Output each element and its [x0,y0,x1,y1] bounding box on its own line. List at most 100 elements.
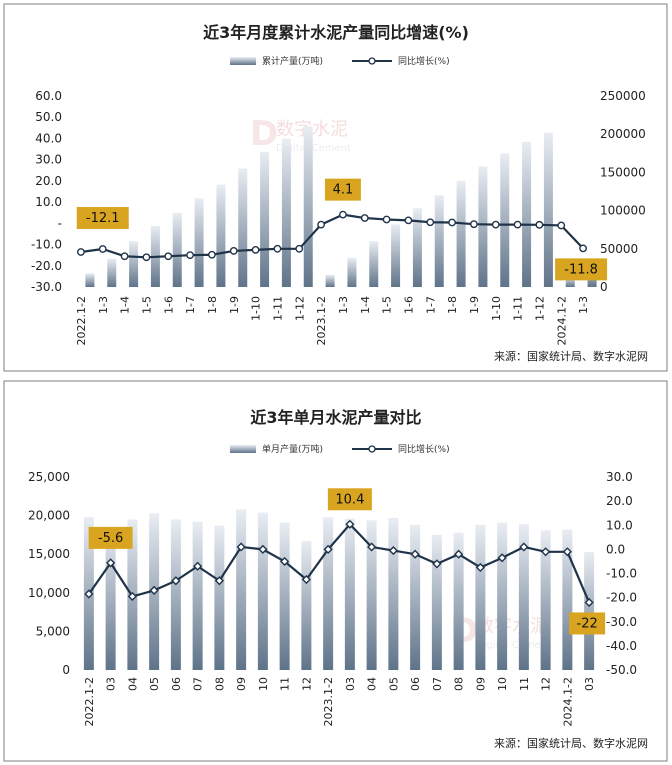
x-tick-label: 1-5 [140,296,153,314]
legend: 累计产量(万吨) 同比增长(%) [230,55,450,67]
callout-box [327,488,372,511]
line-point [382,215,391,224]
right-axis: 30.0 20.0 10.0 0.0 -10.0 -20.0 -30.0 -40.0 -50.0 [606,470,637,677]
chart-title: 近3年月度累计水泥产量同比增速(%) [203,23,469,42]
x-tick-label: 2022.1-2 [83,677,96,726]
x-tick-label: 10 [257,677,270,691]
x-tick-label: 2023.1-2 [315,296,328,345]
callouts: -5.6 10.4 -22 [88,488,606,635]
left-tick-label: 10,000 [28,586,70,600]
left-tick-label: 15,000 [28,547,70,561]
line-point [388,545,398,556]
bar [129,241,139,287]
x-tick-label: 1-12 [293,296,306,321]
line-point [513,220,522,229]
callout-label: 4.1 [333,183,354,198]
line-point [280,556,290,567]
growth-line [87,523,591,603]
left-tick-label: 25,000 [28,470,70,484]
left-axis: 60.0 50.0 40.0 30.0 20.0 10.0 - -10.0 -20.0 -30.0 [31,89,62,294]
source-label: 来源：国家统计局、数字水泥网 [494,349,648,363]
callout-box [76,207,129,230]
bar [236,509,247,670]
bar [347,257,357,287]
x-axis-labels: 2022.1-2 1-3 1-4 1-5 1-6 1-7 1-8 1-9 1-10 1-11 1-1… [75,296,590,345]
x-tick-label: 1-12 [533,296,546,321]
x-tick-label: 11 [279,677,292,691]
x-tick-label: 10 [496,677,509,691]
x-tick-label: 1-4 [359,296,372,314]
line-point [345,519,355,529]
line-point [541,547,551,557]
x-tick-label: 1-9 [228,296,241,314]
bar [431,534,442,670]
bar [434,195,444,287]
line-point [164,252,173,261]
left-tick-label: 60.0 [35,89,62,103]
x-tick-label: 1-6 [402,296,415,314]
source-label: 来源：国家统计局、数字水泥网 [494,736,648,750]
line-point [273,244,282,253]
x-tick-label: 1-7 [184,296,197,314]
bar [500,153,510,287]
bar [584,551,595,670]
bar [279,522,290,670]
line-point [470,220,478,229]
right-tick-label: 150000 [600,165,646,179]
x-tick-label: 1-11 [271,296,284,321]
line-point [497,553,507,563]
x-tick-label: 03 [344,677,357,691]
bar [391,224,401,287]
line-point [360,214,369,222]
left-tick-label: 20,000 [28,509,70,523]
callout-box [555,258,608,281]
bar [456,180,466,287]
line-point [301,574,311,585]
right-tick-label: 100000 [600,204,646,218]
bar [105,527,116,670]
left-tick-label: -10.0 [31,238,62,252]
right-tick-label: -40.0 [606,639,637,653]
line-point [410,549,420,559]
bar [522,141,532,287]
bar [238,168,248,287]
line-point [120,252,129,261]
watermark-en: Digital Cement [476,640,551,651]
right-tick-label: 0 [600,280,608,294]
bar [192,521,203,670]
x-tick-label: 1-10 [250,296,263,321]
line-point [535,220,544,229]
right-tick-label: 30.0 [606,470,633,484]
line-point [426,218,435,227]
line-series [77,210,587,262]
bar [325,274,335,287]
left-tick-label: 30.0 [35,153,62,167]
right-axis: 250000 200000 150000 100000 50000 0 [600,89,646,294]
legend-bar-swatch [230,445,256,453]
x-tick-label: 1-3 [337,296,350,314]
chart-title: 近3年单月水泥产量对比 [250,408,421,427]
bar [214,525,225,670]
line-point [171,576,181,586]
left-tick-label: 20.0 [35,174,62,188]
line-point [77,248,85,256]
line-series [84,519,594,608]
line-point [193,561,203,571]
bar [281,138,291,287]
line-point [317,220,325,229]
left-tick-label: -20.0 [31,259,62,273]
bar [194,198,204,287]
x-tick-label: 2024.1-2 [561,677,574,726]
line-point [562,547,572,557]
left-axis: 25,000 20,000 15,000 10,000 5,000 0 [28,470,70,677]
line-point [186,251,194,260]
line-point [236,542,246,552]
bar [497,522,508,670]
x-tick-label: 11 [518,677,531,691]
bar [323,517,334,670]
line-point [339,210,347,219]
watermark-cn: 数字水泥 [476,616,548,637]
x-tick-label: 1-8 [206,296,219,314]
